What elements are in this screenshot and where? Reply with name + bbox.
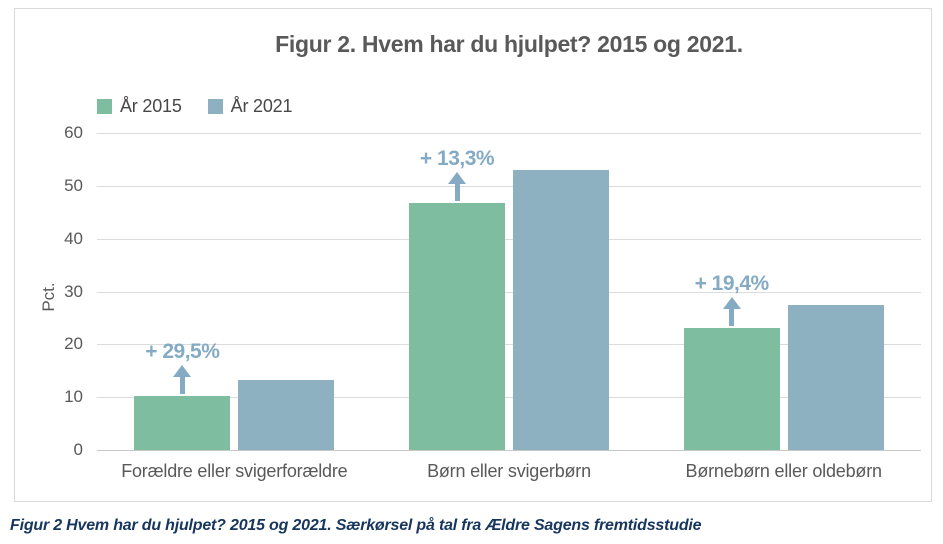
annotation-arrowhead-icon — [448, 171, 466, 184]
chart-frame: Figur 2. Hvem har du hjulpet? 2015 og 20… — [14, 8, 932, 502]
bar-2015 — [409, 202, 505, 450]
annotation-arrow-stem — [179, 377, 185, 395]
annotation-growth-label: + 29,5% — [145, 340, 220, 364]
x-category-label: Forældre eller svigerforældre — [121, 461, 348, 481]
y-tick-label: 40 — [64, 228, 83, 248]
legend-label-2015: År 2015 — [120, 96, 182, 116]
legend: År 2015 År 2021 — [97, 96, 293, 117]
annotation-arrow-stem — [454, 183, 460, 201]
annotation-arrowhead-icon — [173, 365, 192, 378]
gridline — [97, 238, 921, 240]
x-category-label: Børnebørn eller oldebørn — [685, 461, 882, 481]
legend-swatch-2021-icon — [207, 99, 223, 114]
gridline — [97, 133, 921, 134]
gridline — [97, 450, 921, 451]
legend-item-2015: År 2015 — [97, 96, 182, 117]
y-tick-label: 60 — [64, 123, 83, 142]
bar-2015 — [683, 328, 780, 450]
annotation-arrowhead-icon — [722, 297, 741, 310]
figure-caption: Figur 2 Hvem har du hjulpet? 2015 og 202… — [10, 517, 702, 534]
gridline — [97, 397, 921, 399]
gridline — [97, 185, 921, 187]
bar-2021 — [513, 169, 609, 450]
annotation-arrow-stem — [729, 309, 735, 327]
annotation-growth-label: + 19,4% — [694, 272, 770, 296]
y-tick-label: 0 — [73, 440, 83, 459]
y-tick-label: 30 — [64, 281, 83, 301]
bar-2021 — [787, 304, 884, 450]
y-tick-label: 50 — [64, 175, 83, 195]
annotation-growth-label: + 13,3% — [419, 146, 495, 170]
gridline — [97, 291, 921, 293]
bar-2021 — [238, 380, 335, 450]
legend-label-2021: År 2021 — [230, 96, 293, 116]
legend-item-2021: År 2021 — [207, 96, 293, 117]
x-category-label: Børn eller svigerbørn — [427, 461, 591, 481]
chart-title: Figur 2. Hvem har du hjulpet? 2015 og 20… — [275, 31, 743, 57]
y-tick-label: 10 — [64, 387, 83, 407]
bar-2015 — [134, 396, 231, 450]
y-tick-label: 20 — [64, 334, 83, 354]
legend-swatch-2015-icon — [97, 99, 112, 114]
gridline — [97, 344, 921, 346]
